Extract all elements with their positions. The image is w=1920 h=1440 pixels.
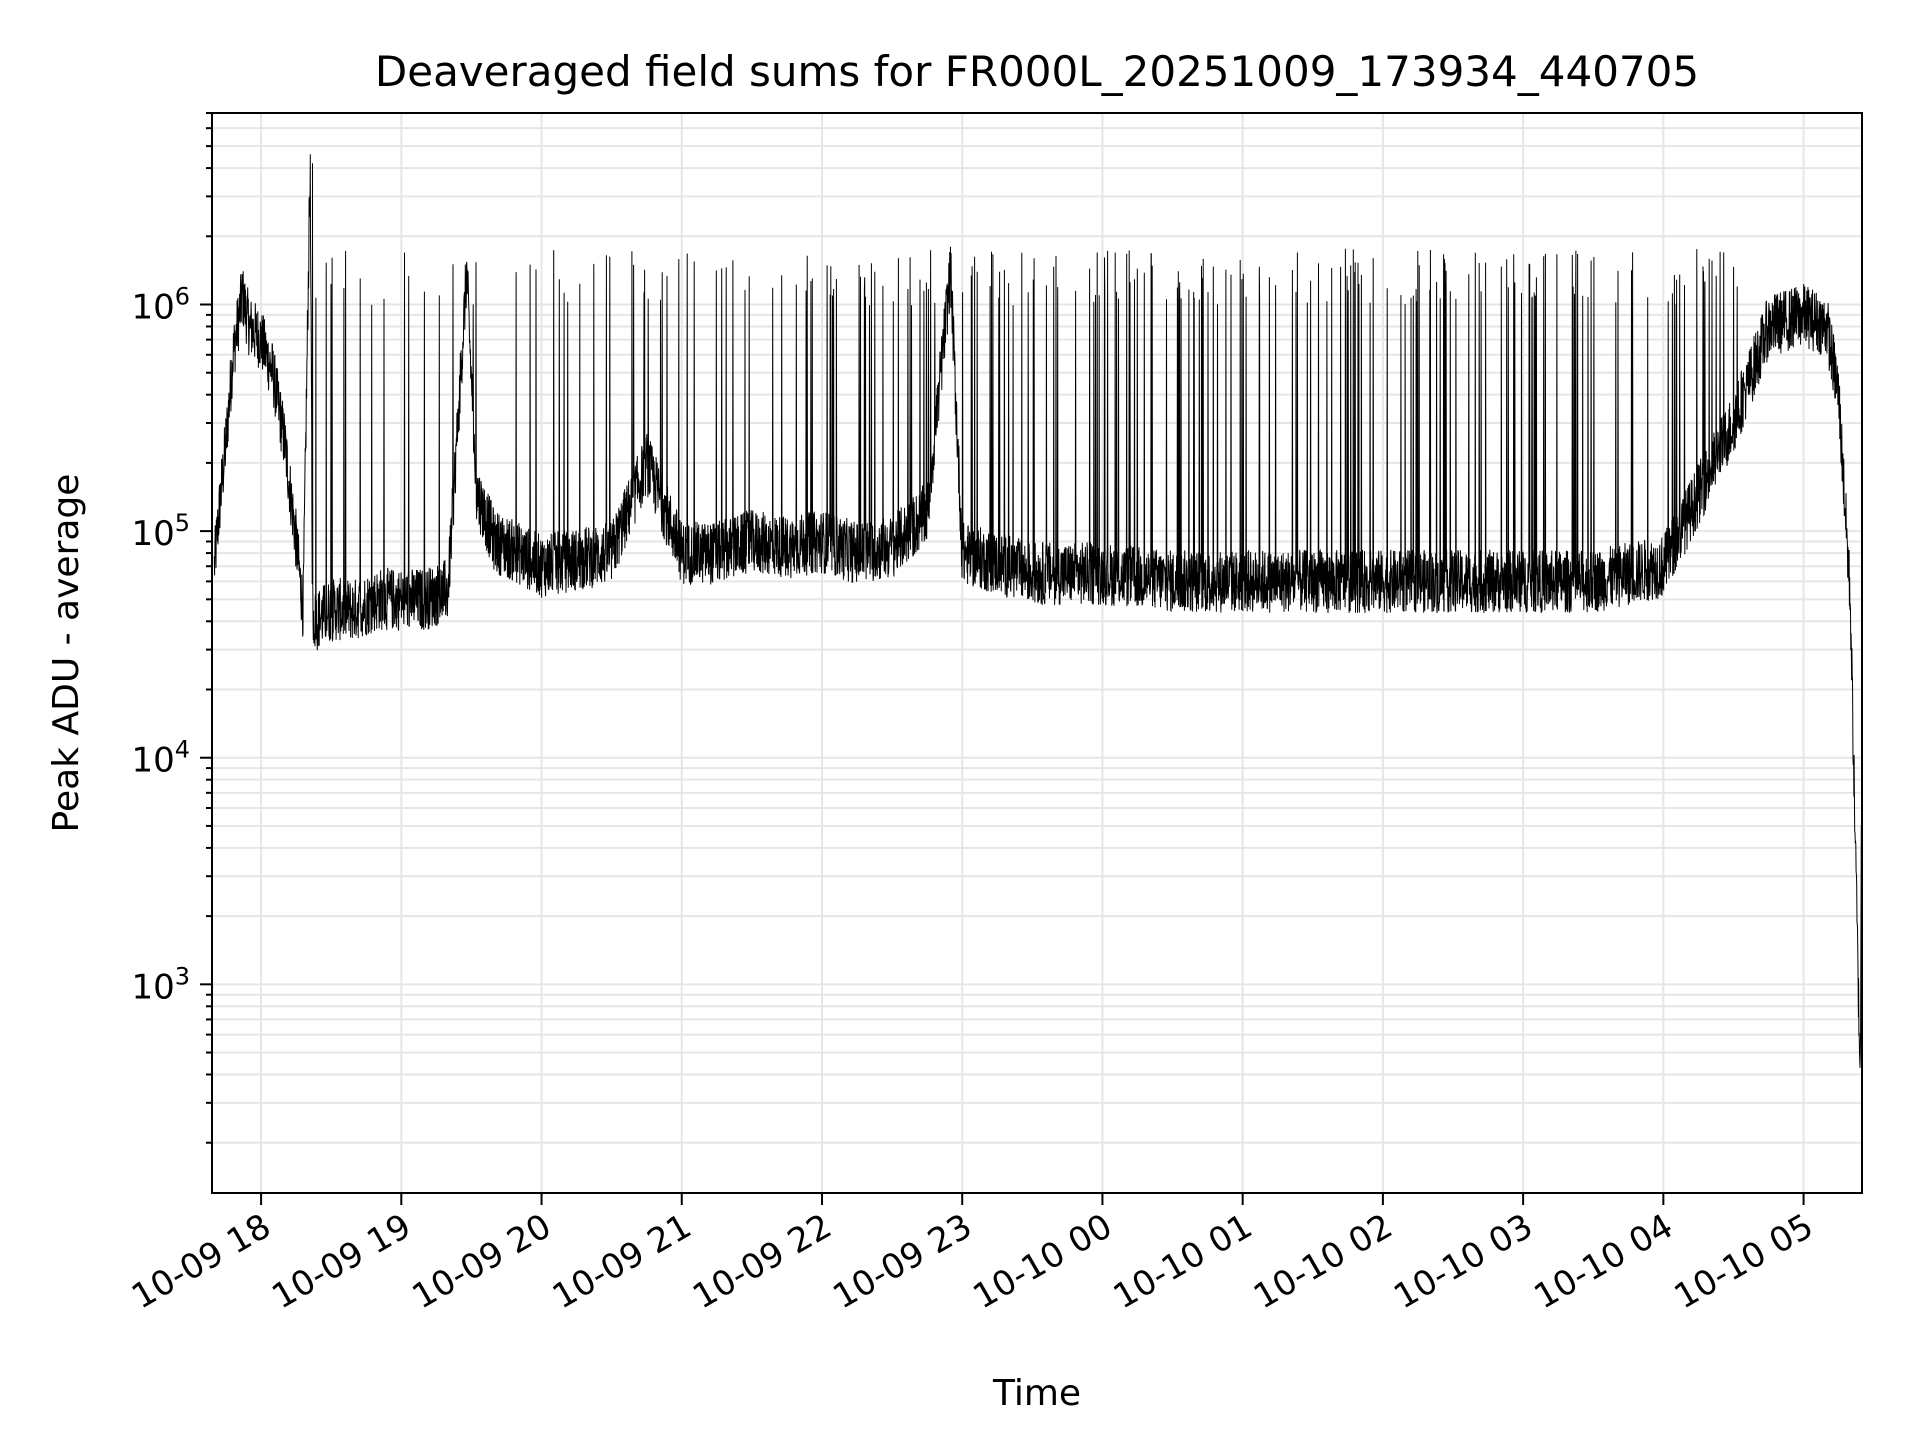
x-tick-label: 10-09 20 xyxy=(406,1206,558,1317)
x-tick-label: 10-10 00 xyxy=(967,1206,1119,1317)
y-axis: 103 104 105 106 xyxy=(131,112,212,1144)
x-tick-label: 10-10 04 xyxy=(1527,1206,1679,1317)
y-tick-label: 106 xyxy=(131,283,190,328)
plot-frame xyxy=(211,112,1863,1194)
y-tick-label: 104 xyxy=(131,736,190,781)
x-tick-label: 10-09 22 xyxy=(686,1206,838,1317)
chart-title: Deaveraged field sums for FR000L_2025100… xyxy=(375,47,1699,96)
y-tick-label: 103 xyxy=(131,962,190,1007)
x-tick-label: 10-10 01 xyxy=(1107,1206,1259,1317)
y-axis-label: Peak ADU - average xyxy=(46,474,87,833)
x-tick-label: 10-09 19 xyxy=(265,1206,417,1317)
x-tick-label: 10-09 21 xyxy=(546,1206,698,1317)
x-tick-label: 10-10 02 xyxy=(1247,1206,1399,1317)
x-tick-label: 10-10 05 xyxy=(1668,1206,1820,1317)
series-line xyxy=(213,154,1863,1103)
x-tick-label: 10-09 23 xyxy=(826,1206,978,1317)
x-tick-label: 10-09 18 xyxy=(125,1206,277,1317)
y-tick-label: 105 xyxy=(131,509,190,554)
x-axis-label: Time xyxy=(992,1373,1081,1414)
data-line xyxy=(213,154,1863,1103)
grid-lines xyxy=(212,112,1862,1193)
x-tick-label: 10-10 03 xyxy=(1387,1206,1539,1317)
